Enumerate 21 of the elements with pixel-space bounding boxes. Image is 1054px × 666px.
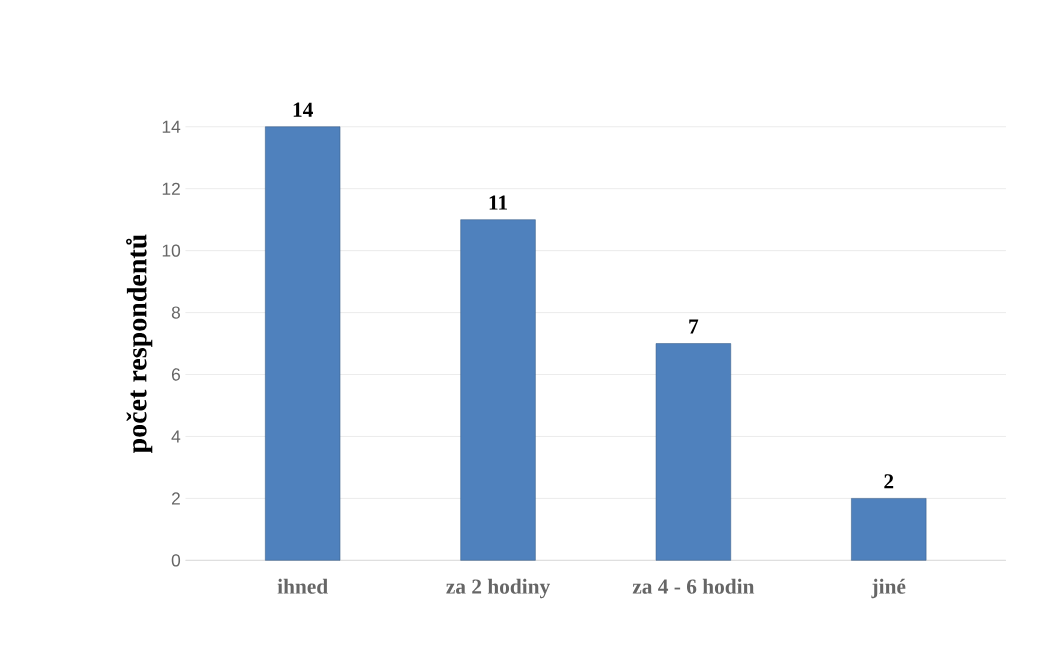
x-tick-label: jiné xyxy=(871,578,906,599)
x-tick-label: za 2 hodiny xyxy=(446,578,551,599)
bar xyxy=(460,219,536,561)
y-tick-label: 6 xyxy=(171,368,180,381)
y-tick-label: 2 xyxy=(171,492,180,505)
y-axis-title: počet respondentů xyxy=(126,234,153,454)
y-tick-label: 12 xyxy=(162,182,180,195)
y-tick-label: 10 xyxy=(162,244,181,257)
data-label: 14 xyxy=(293,102,313,117)
y-tick-label: 14 xyxy=(162,120,181,133)
y-tick-label: 8 xyxy=(171,306,180,319)
bar xyxy=(851,498,927,561)
data-label: 7 xyxy=(689,319,699,334)
x-tick-label: ihned xyxy=(277,578,328,594)
y-tick-label: 4 xyxy=(171,430,181,443)
y-tick-label: 0 xyxy=(171,554,181,567)
data-label: 11 xyxy=(489,195,508,210)
bar xyxy=(265,126,341,561)
data-label: 2 xyxy=(884,474,894,489)
x-tick-label: za 4 - 6 hodin xyxy=(632,578,755,594)
bar xyxy=(655,343,732,561)
